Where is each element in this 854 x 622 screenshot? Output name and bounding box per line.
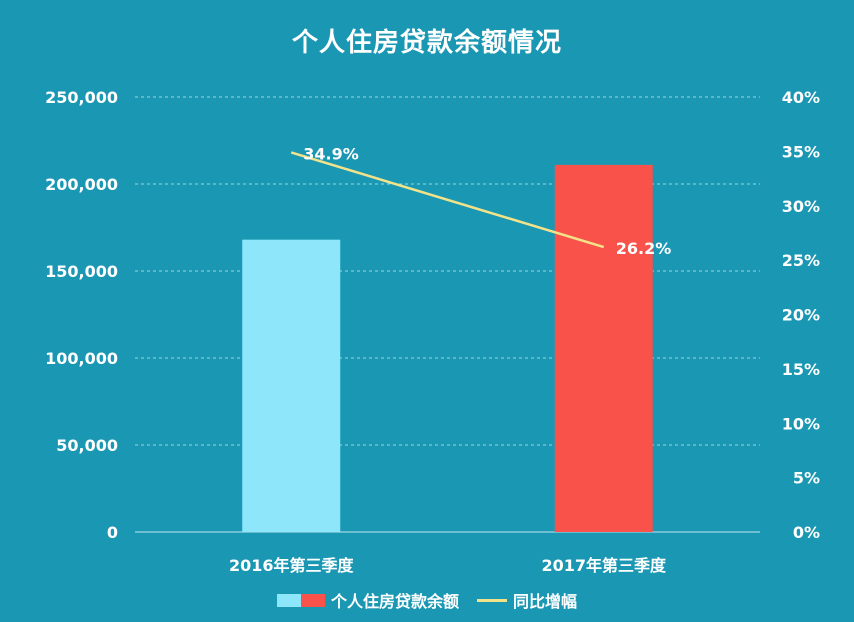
y-left-tick-label: 200,000	[45, 175, 118, 194]
y-right-tick-label: 0%	[793, 523, 820, 542]
bar-1	[554, 164, 653, 533]
x-tick-label: 2017年第三季度	[541, 556, 667, 575]
chart-title: 个人住房贷款余额情况	[291, 28, 562, 58]
y-left-tick-label: 0	[107, 523, 118, 542]
legend-label-bars: 个人住房贷款余额	[330, 592, 459, 611]
y-right-tick-label: 10%	[782, 414, 820, 433]
y-right-tick-label: 15%	[782, 360, 820, 379]
line-series	[290, 151, 605, 249]
y-right-tick-label: 20%	[782, 306, 820, 325]
x-tick-label: 2016年第三季度	[229, 556, 355, 575]
legend-swatch-line	[477, 598, 507, 602]
legend: 个人住房贷款余额 同比增幅	[0, 588, 854, 612]
y-right-tick-label: 40%	[782, 88, 820, 107]
legend-swatch-2016	[276, 593, 301, 607]
y-right-tick-label: 35%	[782, 142, 820, 161]
line-data-label: 26.2%	[616, 239, 672, 258]
y-right-tick-label: 30%	[782, 197, 820, 216]
line-data-label: 34.9%	[303, 144, 359, 163]
y-right-tick-label: 25%	[782, 251, 820, 270]
legend-item-line: 同比增幅	[477, 588, 577, 612]
bar-0	[242, 239, 341, 532]
y-left-tick-label: 150,000	[45, 262, 118, 281]
y-left-tick-label: 250,000	[45, 88, 118, 107]
y-left-tick-label: 100,000	[45, 349, 118, 368]
legend-item-bars: 个人住房贷款余额	[276, 588, 459, 612]
legend-swatch-2017	[300, 593, 325, 607]
y-left-tick-label: 50,000	[56, 436, 118, 455]
legend-label-line: 同比增幅	[513, 592, 578, 611]
y-right-tick-label: 5%	[793, 469, 820, 488]
